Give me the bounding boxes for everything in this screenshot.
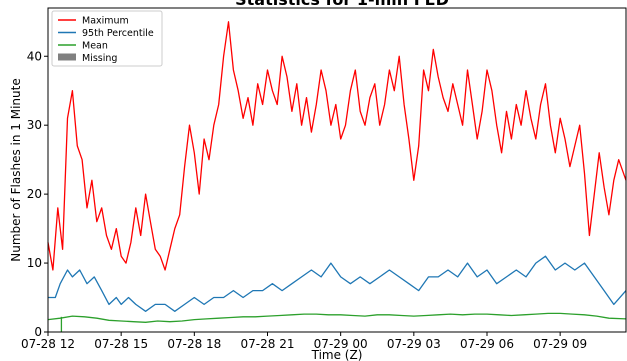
chart-title: Statistics for 1-min FED <box>235 0 449 9</box>
y-tick-label-0: 0 <box>34 325 42 339</box>
legend-swatch-3 <box>58 53 76 61</box>
legend-label-0: Maximum <box>82 16 129 27</box>
plot-frame <box>47 7 627 333</box>
legend-box <box>51 10 163 67</box>
y-tick-label-3: 30 <box>27 118 42 132</box>
legend-label-2: Mean <box>82 41 108 52</box>
y-axis-label: Number of Flashes in 1 Minute <box>9 78 23 262</box>
x-tick-label-6: 07-29 06 <box>460 337 514 351</box>
plot-area <box>47 21 627 332</box>
x-tick-label-7: 07-29 09 <box>533 337 587 351</box>
y-tick-label-4: 40 <box>27 49 42 63</box>
series-line-95th-percentile <box>48 255 627 312</box>
legend-label-3: Missing <box>82 53 117 64</box>
y-tick-label-2: 20 <box>27 187 42 201</box>
x-axis: 07-28 12 07-28 15 07-28 18 07-28 21 07-29 00… <box>21 332 587 351</box>
x-tick-label-5: 07-29 03 <box>387 337 441 351</box>
x-tick-label-2: 07-28 18 <box>167 337 221 351</box>
y-tick-label-1: 10 <box>27 256 42 270</box>
x-tick-label-0: 07-28 12 <box>21 337 75 351</box>
y-axis: 0 10 20 30 40 <box>27 49 48 339</box>
x-tick-label-1: 07-28 15 <box>94 337 148 351</box>
x-tick-label-4: 07-29 00 <box>314 337 368 351</box>
series-line-mean <box>47 312 627 323</box>
x-tick-label-3: 07-28 21 <box>241 337 295 351</box>
series-line-maximum <box>47 21 627 271</box>
legend-label-1: 95th Percentile <box>82 28 154 39</box>
x-axis-label: Time (Z) <box>311 348 363 361</box>
